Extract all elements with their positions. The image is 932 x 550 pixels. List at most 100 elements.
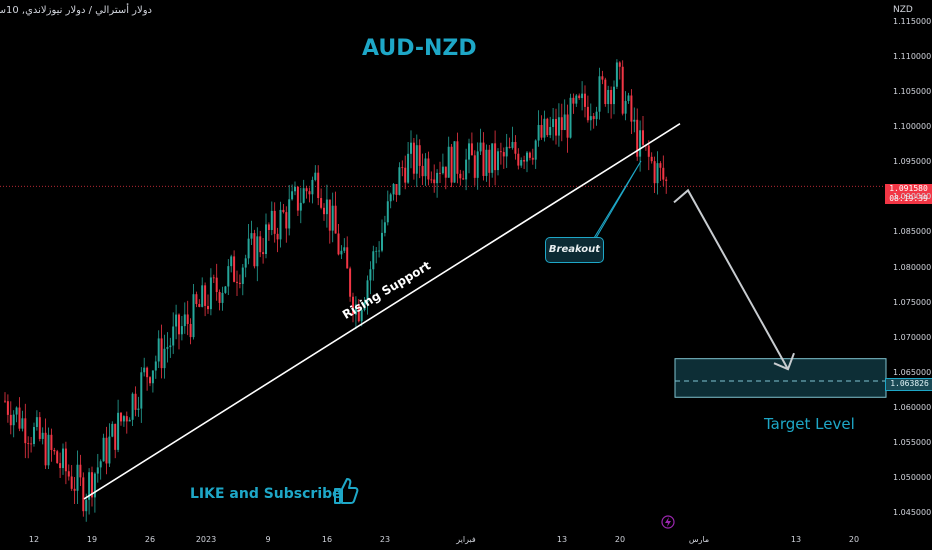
flash-icon[interactable] xyxy=(661,515,675,529)
candle xyxy=(552,107,555,141)
candle-body xyxy=(154,361,157,371)
candle xyxy=(398,162,401,196)
candle-body xyxy=(302,188,305,203)
thumbs-up-icon xyxy=(334,478,359,504)
candle xyxy=(465,148,468,191)
candle-body xyxy=(195,294,198,305)
candle xyxy=(566,104,569,153)
candle-body xyxy=(465,159,468,180)
candle xyxy=(610,86,613,119)
candle-body xyxy=(610,89,613,105)
candle xyxy=(456,132,459,184)
candle-body xyxy=(560,117,563,131)
candle xyxy=(528,151,531,161)
candle-body xyxy=(499,151,502,153)
candle xyxy=(102,433,105,462)
candle-body xyxy=(38,417,41,439)
candle xyxy=(183,302,186,334)
candle-body xyxy=(47,434,50,466)
candle xyxy=(236,270,238,296)
candle-body xyxy=(305,188,308,192)
candle-body xyxy=(549,126,552,136)
candle-body xyxy=(412,142,415,174)
candle-body xyxy=(59,463,62,469)
candle-body xyxy=(163,348,166,369)
candle xyxy=(47,427,50,469)
candle-body xyxy=(531,157,534,160)
current-price-value: 1.091580 xyxy=(889,184,928,193)
candle-body xyxy=(180,326,183,335)
candle-body xyxy=(233,256,236,282)
candle-body xyxy=(172,326,175,346)
candle-body xyxy=(166,347,169,349)
candle xyxy=(563,99,566,131)
candle-body xyxy=(102,437,105,462)
candle-body xyxy=(175,314,178,327)
candle-body xyxy=(224,286,227,293)
candle-body xyxy=(288,199,291,229)
candle-body xyxy=(320,198,323,208)
candle xyxy=(12,410,15,438)
candle-body xyxy=(578,95,581,99)
candle xyxy=(180,316,183,341)
candle-body xyxy=(230,256,233,267)
candle-body xyxy=(50,434,53,450)
candle-body xyxy=(114,423,117,450)
candle-body xyxy=(122,416,125,422)
candle xyxy=(111,421,114,438)
candle-body xyxy=(473,155,476,178)
candle-body xyxy=(62,448,64,469)
candle xyxy=(15,406,18,423)
candle xyxy=(430,171,433,184)
candle-body xyxy=(386,201,389,223)
breakout-callout[interactable]: Breakout xyxy=(545,237,604,263)
candle xyxy=(613,80,615,115)
candle xyxy=(514,135,517,160)
candle xyxy=(204,282,207,317)
candle-body xyxy=(27,443,30,444)
candle xyxy=(172,312,175,354)
candle-body xyxy=(6,401,9,415)
candle-body xyxy=(407,153,410,183)
candle xyxy=(88,468,91,515)
candle xyxy=(207,294,209,314)
y-tick-label: 1.105000 xyxy=(893,87,932,97)
candle-body xyxy=(595,111,598,120)
candle-body xyxy=(221,292,224,303)
candle xyxy=(233,250,236,283)
candle-body xyxy=(276,233,279,240)
candle xyxy=(476,142,479,190)
candle-body xyxy=(497,151,499,171)
candle-body xyxy=(331,205,334,231)
candle-body xyxy=(253,233,256,267)
x-tick-label: 20 xyxy=(614,535,626,544)
candle-body xyxy=(514,141,517,154)
candle xyxy=(59,452,62,479)
y-tick-label: 1.045000 xyxy=(893,508,932,517)
candle-body xyxy=(511,141,514,148)
candle xyxy=(653,156,656,194)
candle-body xyxy=(415,145,418,174)
candle xyxy=(488,144,491,188)
candle xyxy=(218,289,221,311)
candle-body xyxy=(291,191,294,200)
candle xyxy=(334,191,337,234)
y-tick-label: 1.060000 xyxy=(893,402,932,412)
candle-body xyxy=(128,419,131,422)
candle xyxy=(291,184,294,201)
candle-body xyxy=(653,161,656,184)
candle xyxy=(421,153,424,186)
candle-body xyxy=(259,236,262,253)
candle-body xyxy=(215,277,218,292)
candle xyxy=(6,394,9,423)
candle xyxy=(56,449,59,464)
candle xyxy=(18,397,21,432)
candle xyxy=(618,61,621,80)
candle xyxy=(314,165,317,182)
candle-body xyxy=(517,153,520,166)
candle xyxy=(383,215,386,237)
candle xyxy=(357,299,360,323)
candle-body xyxy=(508,146,511,148)
